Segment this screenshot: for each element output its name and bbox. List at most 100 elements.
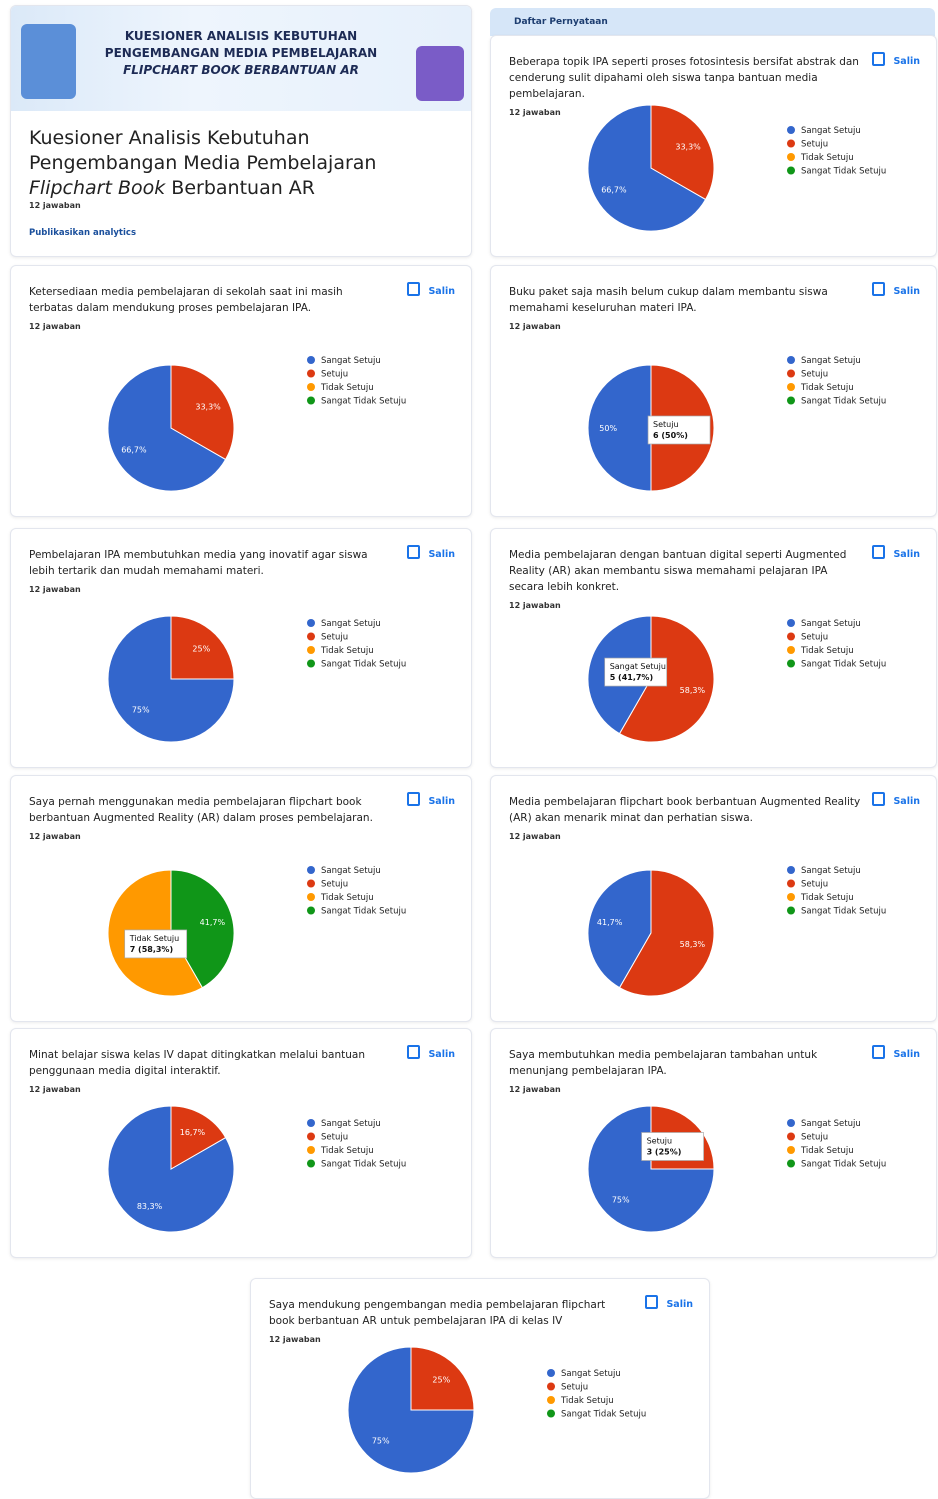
legend-dot — [307, 907, 315, 915]
legend-label: Setuju — [801, 633, 828, 643]
section-header: Daftar Pernyataan — [490, 8, 935, 36]
slice-label: 50% — [599, 424, 617, 433]
chart-card: Saya mendukung pengembangan media pembel… — [250, 1278, 710, 1499]
legend-label: Setuju — [801, 370, 828, 380]
legend-dot — [547, 1396, 555, 1404]
banner-line: PENGEMBANGAN MEDIA PEMBELAJARAN — [91, 45, 391, 62]
slice-label: 66,7% — [121, 445, 147, 454]
legend-label: Sangat Tidak Setuju — [561, 1410, 646, 1420]
banner: KUESIONER ANALISIS KEBUTUHAN PENGEMBANGA… — [11, 6, 471, 111]
legend-label: Sangat Tidak Setuju — [321, 660, 406, 670]
legend-label: Setuju — [561, 1383, 588, 1393]
banner-text: KUESIONER ANALISIS KEBUTUHAN PENGEMBANGA… — [91, 28, 391, 79]
legend-label: Sangat Setuju — [801, 619, 861, 629]
chart-card: Media pembelajaran flipchart book berban… — [490, 775, 937, 1022]
legend-dot — [787, 1133, 795, 1141]
legend-label: Sangat Setuju — [801, 1119, 861, 1129]
legend-label: Tidak Setuju — [800, 153, 854, 163]
legend-dot — [547, 1410, 555, 1418]
chart: 75%25%Sangat SetujuSetujuTidak SetujuSan… — [251, 1279, 709, 1498]
tooltip-text: 7 (58,3%) — [130, 945, 173, 954]
tooltip-text: Sangat Setuju — [610, 662, 666, 671]
slice-label: 41,7% — [200, 918, 226, 927]
legend-dot — [787, 126, 795, 134]
legend-dot — [547, 1369, 555, 1377]
tooltip-text: Setuju — [647, 1136, 673, 1145]
legend-dot — [787, 356, 795, 364]
legend-dot — [787, 153, 795, 161]
title-line: Pengembangan Media Pembelajaran — [29, 151, 376, 176]
tooltip-text: Setuju — [653, 420, 679, 429]
legend-label: Tidak Setuju — [800, 646, 854, 656]
chart: 66,7%33,3%Sangat SetujuSetujuTidak Setuj… — [491, 36, 936, 256]
legend-label: Sangat Setuju — [801, 356, 861, 366]
legend-dot — [307, 619, 315, 627]
slice-label: 75% — [372, 1436, 390, 1445]
legend-label: Sangat Setuju — [561, 1369, 621, 1379]
legend-label: Setuju — [801, 140, 828, 150]
legend-dot — [307, 646, 315, 654]
form-title: Kuesioner Analisis Kebutuhan Pengembanga… — [29, 126, 376, 201]
legend-label: Sangat Tidak Setuju — [321, 907, 406, 917]
legend-dot — [787, 167, 795, 175]
legend-dot — [307, 397, 315, 405]
chart-card: Ketersediaan media pembelajaran di sekol… — [10, 265, 472, 517]
chart-card: Buku paket saja masih belum cukup dalam … — [490, 265, 937, 517]
legend-dot — [307, 893, 315, 901]
tooltip-text: 3 (25%) — [647, 1147, 682, 1156]
legend-dot — [307, 1146, 315, 1154]
legend-dot — [307, 1160, 315, 1168]
legend-dot — [787, 646, 795, 654]
legend-dot — [787, 397, 795, 405]
legend-label: Tidak Setuju — [800, 1146, 854, 1156]
legend-dot — [787, 619, 795, 627]
chart: 58,3%Sangat Setuju5 (41,7%)Sangat Setuju… — [491, 529, 936, 767]
legend-label: Sangat Setuju — [321, 1119, 381, 1129]
legend-dot — [307, 356, 315, 364]
legend-dot — [787, 633, 795, 641]
legend-label: Tidak Setuju — [560, 1396, 614, 1406]
legend-label: Sangat Setuju — [321, 866, 381, 876]
legend-dot — [787, 1160, 795, 1168]
legend-dot — [787, 907, 795, 915]
slice-label: 66,7% — [601, 185, 627, 194]
chart: 83,3%16,7%Sangat SetujuSetujuTidak Setuj… — [11, 1029, 471, 1257]
chart-card: Minat belajar siswa kelas IV dapat ditin… — [10, 1028, 472, 1258]
chart-card: Media pembelajaran dengan bantuan digita… — [490, 528, 937, 768]
legend-label: Sangat Setuju — [321, 356, 381, 366]
pie-slice — [588, 365, 651, 491]
header-card: KUESIONER ANALISIS KEBUTUHAN PENGEMBANGA… — [10, 5, 472, 257]
legend-dot — [307, 633, 315, 641]
tooltip-text: Tidak Setuju — [129, 934, 180, 943]
legend-dot — [307, 1119, 315, 1127]
legend-dot — [307, 660, 315, 668]
chart-card: Beberapa topik IPA seperti proses fotosi… — [490, 35, 937, 257]
legend-dot — [307, 370, 315, 378]
chart: 50%Setuju6 (50%)Sangat SetujuSetujuTidak… — [491, 266, 936, 516]
chart-card: Pembelajaran IPA membutuhkan media yang … — [10, 528, 472, 768]
page: KUESIONER ANALISIS KEBUTUHAN PENGEMBANGA… — [0, 0, 938, 1497]
legend-dot — [307, 880, 315, 888]
legend-label: Tidak Setuju — [800, 893, 854, 903]
legend-dot — [307, 383, 315, 391]
slice-label: 41,7% — [597, 918, 623, 927]
legend-label: Setuju — [321, 370, 348, 380]
legend-dot — [787, 383, 795, 391]
publish-link[interactable]: Publikasikan analytics — [29, 228, 136, 238]
legend-dot — [547, 1383, 555, 1391]
slice-label: 25% — [192, 645, 210, 654]
chart: 75%25%Sangat SetujuSetujuTidak SetujuSan… — [11, 529, 471, 767]
title-line: Flipchart Book Berbantuan AR — [29, 176, 376, 201]
slice-label: 75% — [612, 1195, 630, 1204]
legend-label: Tidak Setuju — [320, 383, 374, 393]
title-italic: Flipchart Book — [29, 177, 165, 199]
legend-label: Sangat Tidak Setuju — [321, 397, 406, 407]
title-part: Berbantuan AR — [165, 177, 315, 199]
slice-label: 16,7% — [180, 1128, 206, 1137]
chart-card: Saya membutuhkan media pembelajaran tamb… — [490, 1028, 937, 1258]
legend-label: Sangat Setuju — [801, 866, 861, 876]
legend-label: Sangat Tidak Setuju — [801, 167, 886, 177]
slice-label: 75% — [132, 705, 150, 714]
chart: 66,7%33,3%Sangat SetujuSetujuTidak Setuj… — [11, 266, 471, 516]
